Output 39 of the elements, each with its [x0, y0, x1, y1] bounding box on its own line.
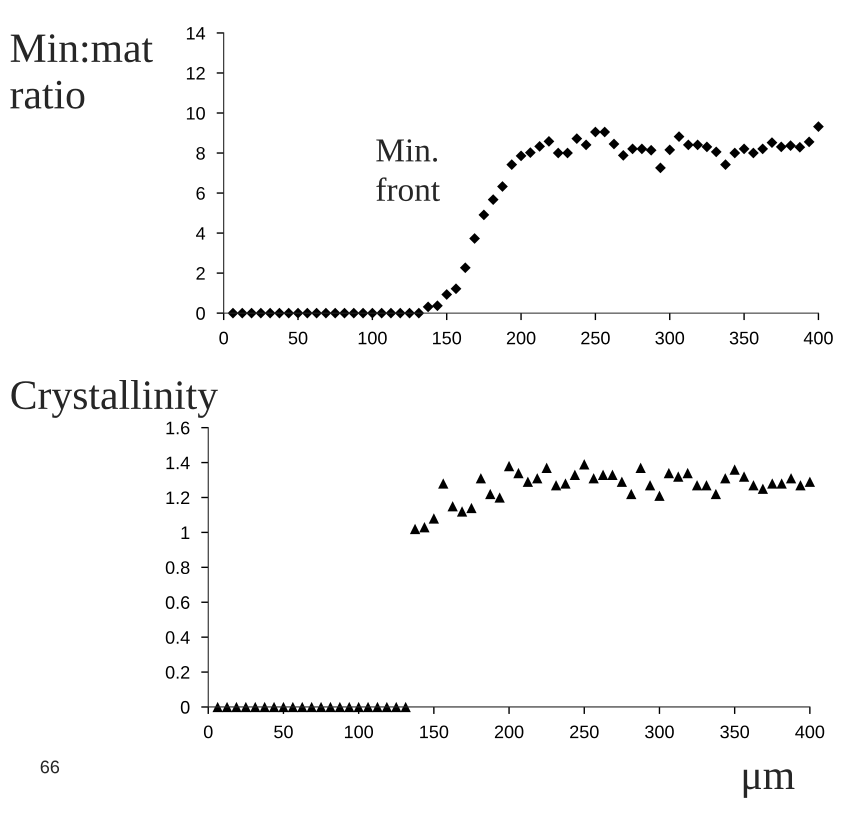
x-tick-label: 300 [655, 332, 684, 344]
x-tick-label: 150 [420, 726, 448, 738]
x-tick-label: 50 [274, 726, 293, 738]
x-tick-label: 100 [358, 332, 387, 344]
x-tick-label: 50 [288, 332, 308, 344]
x-tick-label: 250 [581, 332, 610, 344]
x-tick-label: 300 [645, 726, 674, 738]
x-tick-label: 100 [344, 726, 374, 738]
y-tick-label: 14 [186, 27, 206, 40]
y-tick-label: 0 [196, 307, 205, 320]
y-tick-label: 0.8 [166, 561, 190, 574]
x-tick-label: 350 [730, 332, 758, 344]
y-tick-label: 0.2 [166, 666, 190, 679]
x-tick-label: 0 [219, 332, 228, 344]
y-tick-label: 1 [182, 526, 190, 539]
x-tick-label: 350 [720, 726, 750, 738]
y-tick-label: 1.6 [166, 422, 190, 434]
annotation: Min. front [376, 139, 440, 202]
y-tick-label: 6 [196, 186, 205, 200]
x-tick-label: 200 [506, 332, 536, 344]
text: 66 [40, 760, 60, 774]
y-tick-label: 0.6 [166, 596, 190, 609]
y-tick-label: 1.2 [166, 491, 190, 504]
y-tick-label: 4 [196, 227, 206, 240]
y-tick-label: 8 [196, 146, 205, 160]
x-tick-label: 400 [804, 332, 833, 344]
y-axis-title: Crystallinity [11, 380, 218, 418]
y-tick-label: 2 [196, 267, 205, 280]
y-axis-title: Min:mat ratio [10, 34, 153, 109]
x-tick-label: 400 [795, 726, 824, 738]
y-tick-label: 10 [186, 106, 205, 120]
x-axis-title: μm [744, 769, 794, 798]
x-tick-label: 150 [433, 332, 462, 344]
y-tick-label: 0.4 [166, 631, 190, 644]
y-tick-label: 1.4 [166, 456, 190, 470]
x-tick-label: 250 [570, 726, 599, 738]
y-tick-label: 12 [186, 66, 205, 80]
y-tick-label: 0 [180, 700, 190, 714]
x-tick-label: 200 [494, 726, 524, 738]
